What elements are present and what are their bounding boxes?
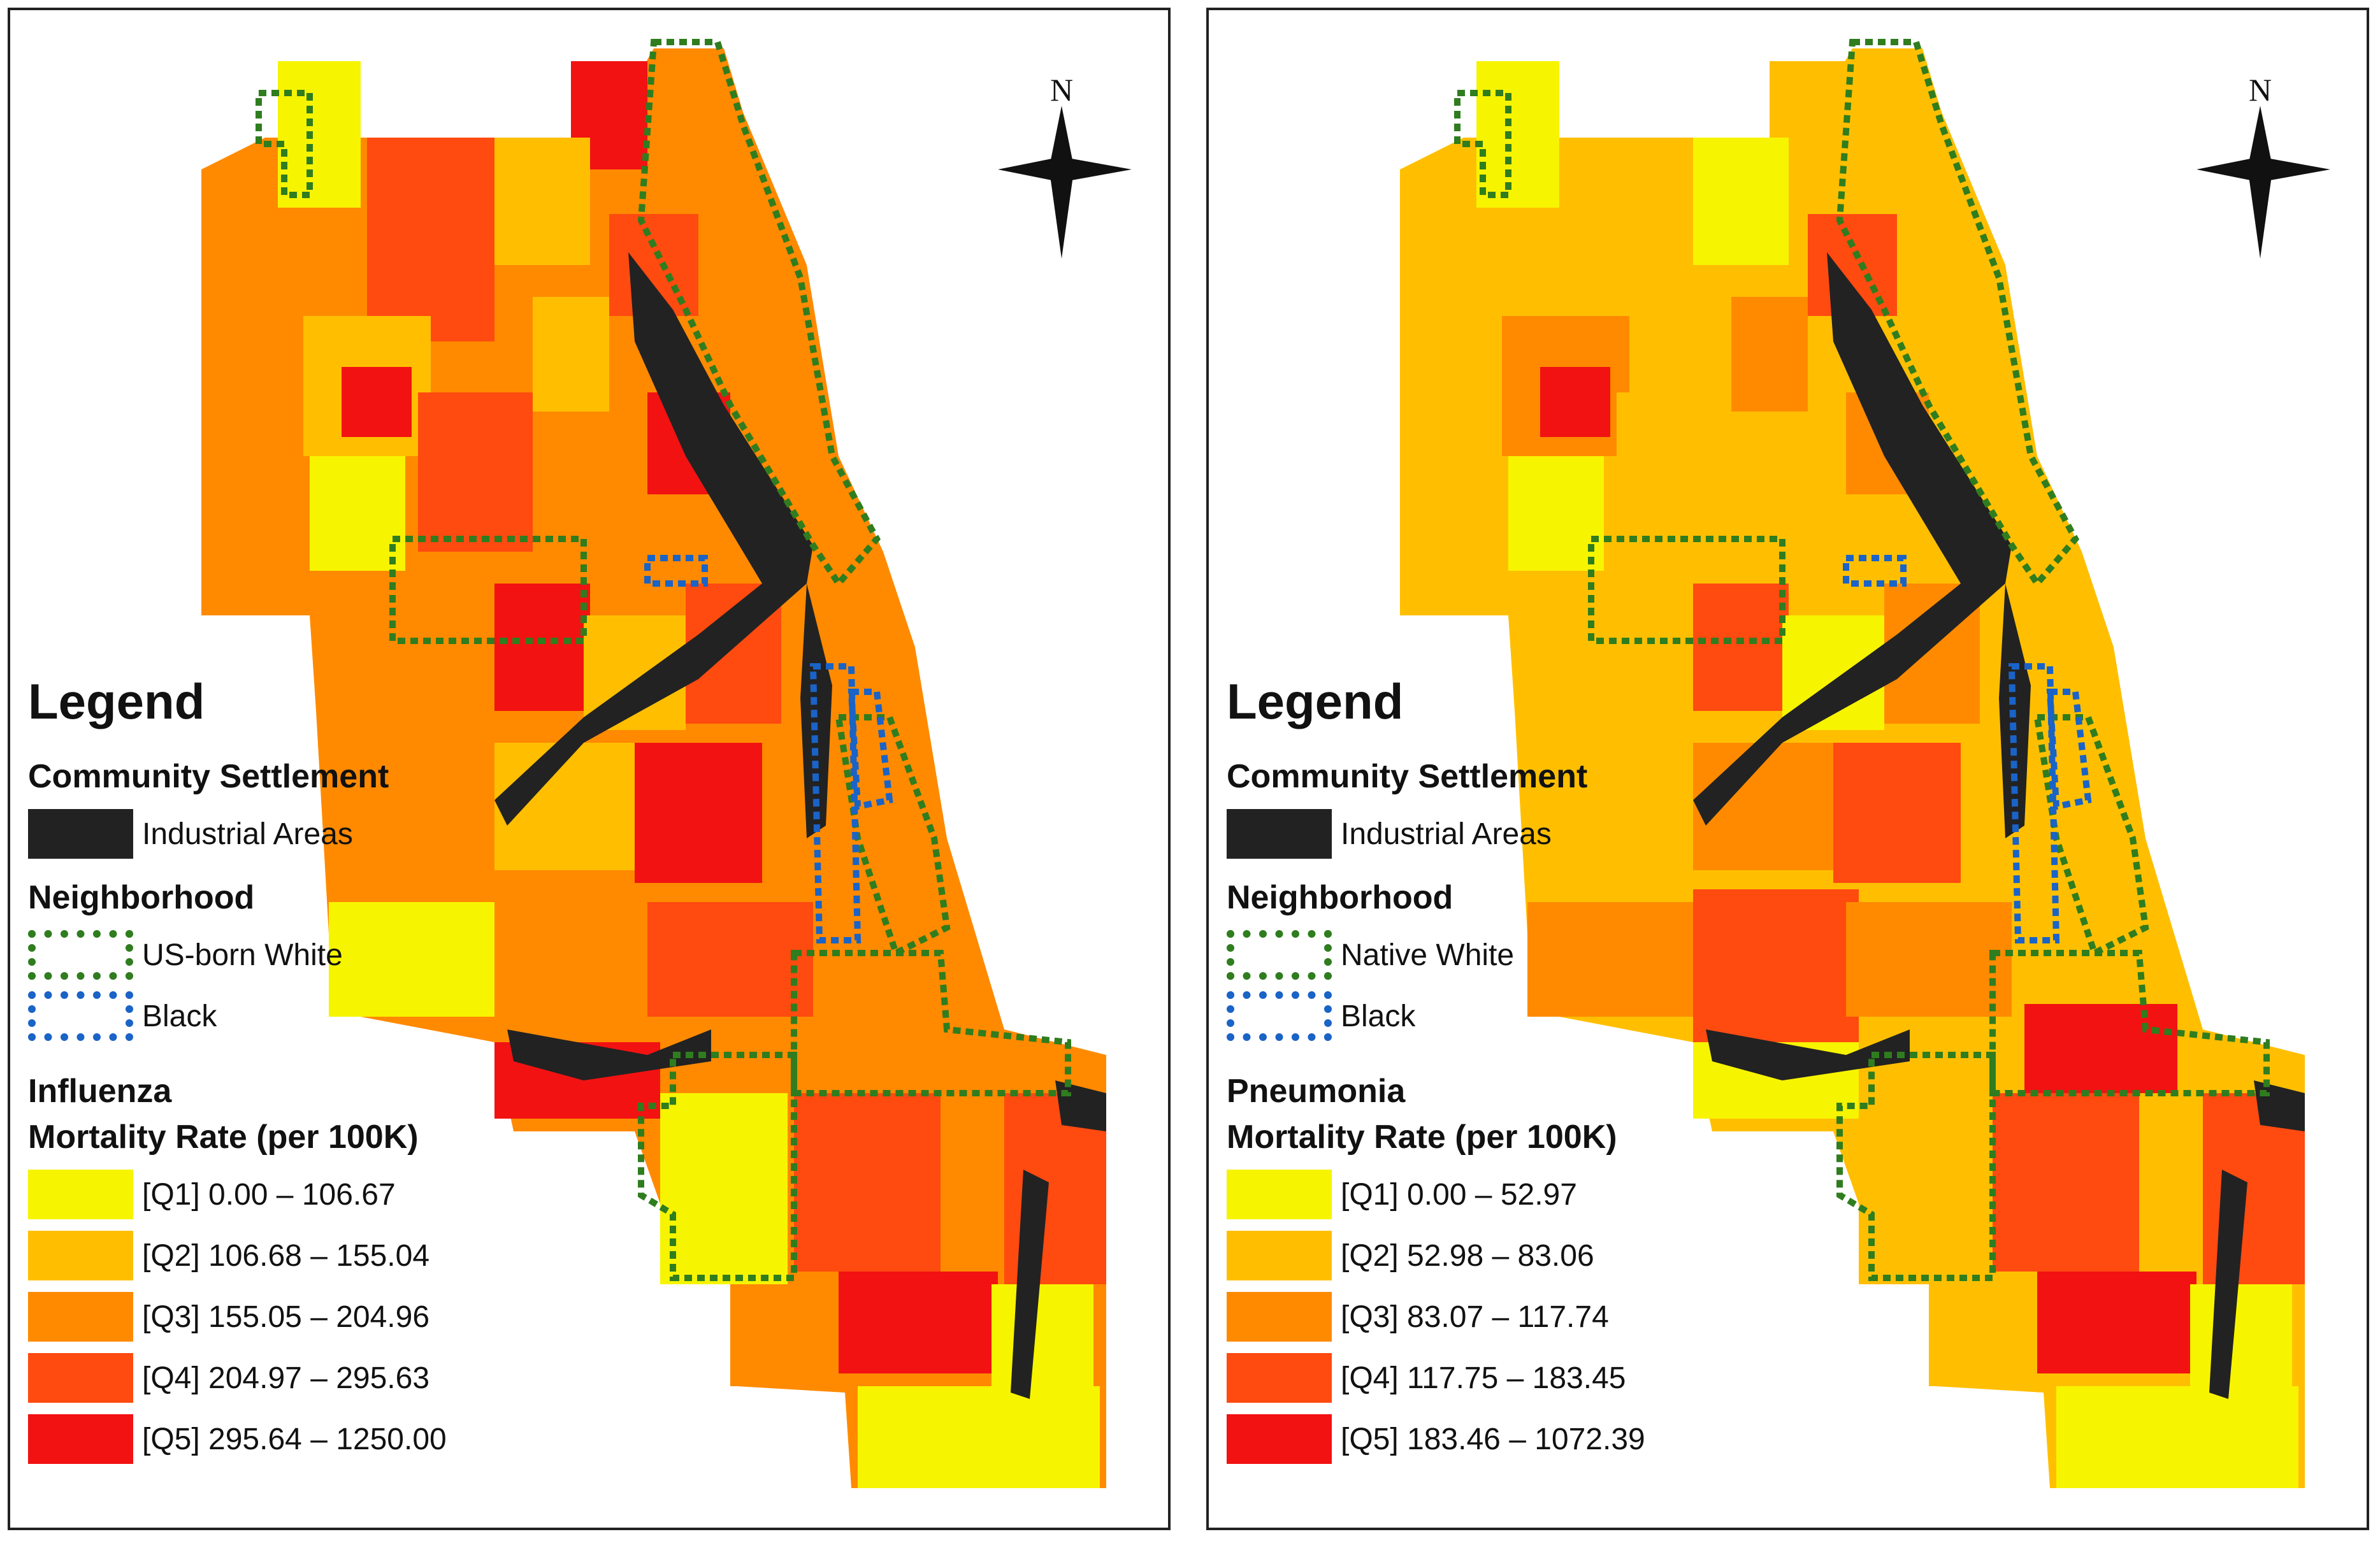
- rate-heading: Mortality Rate (per 100K): [28, 1119, 419, 1156]
- pneumonia-legend: Legend Community Settlement Industrial A…: [1227, 673, 1800, 1470]
- north-label: N: [2248, 72, 2272, 108]
- pneumonia-choropleth-map: [1400, 39, 2305, 1488]
- influenza-map-panel: N Legend Community Settlement Industrial…: [8, 8, 1171, 1530]
- rate-class-swatch: [28, 1231, 133, 1280]
- rate-class-label: [Q2] 52.98 – 83.06: [1341, 1238, 1594, 1273]
- industrial-label: Industrial Areas: [1341, 817, 1552, 851]
- industrial-swatch: [28, 809, 133, 859]
- rate-class-swatch: [1227, 1414, 1332, 1464]
- rate-class-item: [Q1] 0.00 – 106.67: [28, 1164, 602, 1225]
- rate-class-item: [Q2] 106.68 – 155.04: [28, 1225, 602, 1286]
- pneumonia-map-panel: N Legend Community Settlement Industrial…: [1206, 8, 2369, 1530]
- black-neighborhood-label: Black: [1341, 999, 1416, 1033]
- legend-title: Legend: [1227, 673, 1404, 729]
- white-neighborhood-legend-item: US-born White: [28, 924, 602, 986]
- rate-class-item: [Q4] 204.97 – 295.63: [28, 1347, 602, 1408]
- rate-class-item: [Q3] 155.05 – 204.96: [28, 1286, 602, 1347]
- rate-class-label: [Q4] 117.75 – 183.45: [1341, 1361, 1626, 1395]
- black-neighborhood-outlines: [1843, 555, 2092, 943]
- rate-class-swatch: [1227, 1353, 1332, 1403]
- black-neighborhood-swatch: [28, 991, 133, 1041]
- community-settlement-heading: Community Settlement: [1227, 758, 1588, 795]
- influenza-legend: Legend Community Settlement Industrial A…: [28, 673, 602, 1470]
- rate-class-item: [Q2] 52.98 – 83.06: [1227, 1225, 1800, 1286]
- rate-class-label: [Q5] 295.64 – 1250.00: [142, 1422, 447, 1456]
- rate-class-swatch: [28, 1292, 133, 1342]
- rate-class-swatch: [28, 1170, 133, 1219]
- black-neighborhood-legend-item: Black: [28, 986, 602, 1047]
- black-neighborhood-swatch: [1227, 991, 1332, 1041]
- black-neighborhood-label: Black: [142, 999, 217, 1033]
- influenza-choropleth-map: [201, 39, 1106, 1488]
- rate-class-item: [Q5] 295.64 – 1250.00: [28, 1408, 602, 1470]
- industrial-swatch: [1227, 809, 1332, 859]
- legend-title: Legend: [28, 673, 205, 729]
- rate-class-swatch: [1227, 1292, 1332, 1342]
- community-settlement-heading: Community Settlement: [28, 758, 389, 795]
- rate-class-label: [Q4] 204.97 – 295.63: [142, 1361, 430, 1395]
- rate-class-label: [Q1] 0.00 – 106.67: [142, 1177, 396, 1212]
- rate-class-item: [Q5] 183.46 – 1072.39: [1227, 1408, 1800, 1470]
- rate-class-swatch: [1227, 1170, 1332, 1219]
- tract-blocks: [1476, 61, 2305, 1488]
- rate-class-label: [Q1] 0.00 – 52.97: [1341, 1177, 1577, 1212]
- rate-class-swatch: [1227, 1231, 1332, 1280]
- disease-heading: Pneumonia: [1227, 1073, 1406, 1110]
- rate-class-list: [Q1] 0.00 – 106.67 [Q2] 106.68 – 155.04 [Q…: [28, 1164, 602, 1470]
- rate-class-label: [Q3] 83.07 – 117.74: [1341, 1300, 1609, 1334]
- neighborhood-heading: Neighborhood: [28, 879, 255, 916]
- white-neighborhood-swatch: [28, 930, 133, 980]
- rate-class-item: [Q4] 117.75 – 183.45: [1227, 1347, 1800, 1408]
- white-neighborhood-swatch: [1227, 930, 1332, 980]
- white-neighborhood-label: Native White: [1341, 938, 1515, 972]
- industrial-legend-item: Industrial Areas: [1227, 803, 1800, 864]
- rate-class-list: [Q1] 0.00 – 52.97 [Q2] 52.98 – 83.06 [Q3] …: [1227, 1164, 1800, 1470]
- industrial-label: Industrial Areas: [142, 817, 353, 851]
- north-arrow-icon: [2196, 106, 2330, 259]
- rate-class-item: [Q3] 83.07 – 117.74: [1227, 1286, 1800, 1347]
- rate-heading: Mortality Rate (per 100K): [1227, 1119, 1617, 1156]
- rate-class-label: [Q2] 106.68 – 155.04: [142, 1238, 430, 1273]
- white-neighborhood-legend-item: Native White: [1227, 924, 1800, 986]
- rate-class-swatch: [28, 1353, 133, 1403]
- rate-class-label: [Q3] 155.05 – 204.96: [142, 1300, 430, 1334]
- black-neighborhood-outlines: [644, 555, 893, 943]
- disease-heading: Influenza: [28, 1073, 172, 1110]
- neighborhood-heading: Neighborhood: [1227, 879, 1453, 916]
- rate-class-swatch: [28, 1414, 133, 1464]
- industrial-legend-item: Industrial Areas: [28, 803, 602, 864]
- north-label: N: [1049, 72, 1074, 108]
- white-neighborhood-label: US-born White: [142, 938, 343, 972]
- north-arrow-icon: [998, 106, 1132, 259]
- black-neighborhood-legend-item: Black: [1227, 986, 1800, 1047]
- rate-class-label: [Q5] 183.46 – 1072.39: [1341, 1422, 1645, 1456]
- rate-class-item: [Q1] 0.00 – 52.97: [1227, 1164, 1800, 1225]
